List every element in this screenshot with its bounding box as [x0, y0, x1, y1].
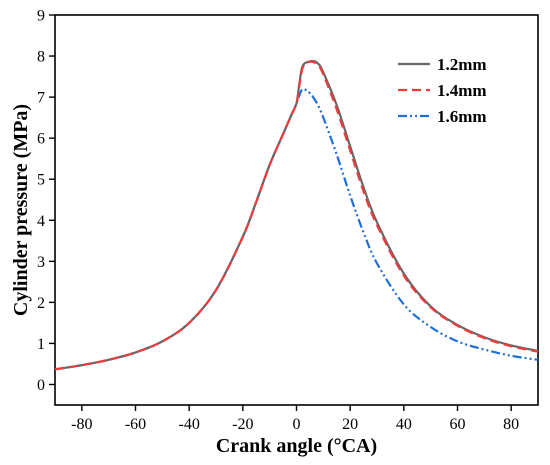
- x-tick-label: 60: [450, 416, 466, 433]
- y-tick-label: 6: [37, 131, 45, 148]
- y-tick-label: 9: [37, 8, 45, 25]
- y-tick-label: 3: [37, 254, 45, 271]
- y-tick-label: 7: [37, 90, 45, 107]
- x-tick-label: 40: [396, 416, 412, 433]
- legend-label: 1.6mm: [437, 107, 487, 126]
- y-tick-label: 5: [37, 172, 45, 189]
- y-tick-label: 4: [37, 213, 45, 230]
- y-tick-label: 1: [37, 336, 45, 353]
- x-tick-label: -60: [125, 416, 146, 433]
- axes-group: -80 -60 -40 -20 0 20 40 60 80 0 1 2 3 4 5 6 7 8 9: [37, 8, 519, 434]
- x-tick-label: -20: [232, 416, 253, 433]
- y-tick-label: 0: [37, 377, 45, 394]
- x-tick-label: 20: [342, 416, 358, 433]
- series-line-1-6mm: [54, 87, 539, 371]
- series-line-1-4mm: [54, 60, 539, 371]
- x-tick-label: 0: [293, 416, 301, 433]
- y-axis-title: Cylinder pressure (MPa): [10, 104, 32, 316]
- y-tick-label: 8: [37, 49, 45, 66]
- x-tick-label: -80: [71, 416, 92, 433]
- legend-label: 1.2mm: [437, 55, 487, 74]
- legend: 1.2mm 1.4mm 1.6mm: [398, 55, 487, 126]
- y-tick-label: 2: [37, 295, 45, 312]
- x-tick-label: -40: [179, 416, 200, 433]
- x-tick-label: 80: [503, 416, 519, 433]
- series-group: [54, 59, 539, 371]
- x-axis-title: Crank angle (°CA): [216, 435, 377, 457]
- legend-label: 1.4mm: [437, 81, 487, 100]
